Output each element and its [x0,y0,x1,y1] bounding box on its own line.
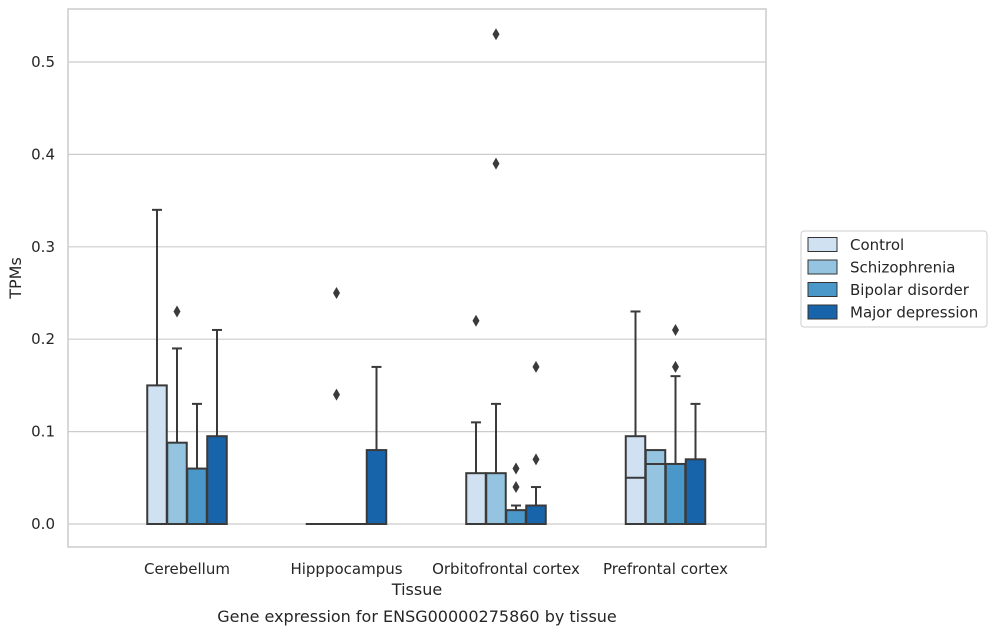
box-bipolar-disorder [664,323,687,526]
outlier-point [672,323,679,336]
chart-title: Gene expression for ENSG00000275860 by t… [217,607,617,626]
box-control [146,208,168,525]
y-axis-label: TPMs [6,257,25,300]
box-bipolar-disorder [186,402,208,525]
outlier-point [532,453,540,466]
box-body [684,458,707,526]
box-body [525,504,547,525]
outlier-point [512,481,520,494]
y-tick-label: 0.4 [31,145,55,163]
legend: Control Schizophrenia Bipolar disorder Majo… [800,230,988,328]
x-tick-label: Hipppocampus [290,560,402,578]
box-body [365,449,388,525]
outlier-point [672,360,679,373]
box-major-depression [525,360,547,525]
outlier-point [333,388,340,401]
box-series [146,28,707,526]
x-tick-label: Orbitofrontal cortex [432,560,580,578]
y-tick-label: 0.2 [31,330,55,348]
outlier-point [532,360,540,373]
legend-label: Bipolar disorder [850,281,970,299]
box-body [186,467,208,525]
box-body [146,384,168,525]
box-major-depression [684,402,707,526]
outlier-point [492,157,500,170]
x-axis-label: Tissue [391,580,442,599]
legend-frame [800,230,988,328]
box-body [664,462,687,526]
legend-swatch [807,282,838,297]
outlier-point [512,462,520,475]
box-schizophrenia [166,305,188,525]
legend-label: Control [850,236,904,254]
outlier-point [472,314,480,327]
x-tick-label: Cerebellum [144,560,230,578]
legend-label: Schizophrenia [850,259,955,277]
box-body [166,441,188,525]
y-tick-label: 0.1 [31,423,55,441]
box-body [505,509,527,526]
y-tick-label: 0.5 [31,53,55,71]
box-body [465,472,487,525]
y-axis-ticks: 0.0 0.1 0.2 0.3 0.4 0.5 [31,53,55,533]
legend-swatch [807,304,838,320]
box-body [206,435,228,525]
box-body [485,472,507,525]
legend-swatch [807,237,838,252]
box-schizophrenia [485,28,507,525]
box-schizophrenia [325,287,348,526]
box-body [624,435,647,525]
outlier-point [173,305,181,318]
x-tick-label: Prefrontal cortex [603,560,728,578]
box-major-depression [206,328,228,525]
y-tick-label: 0.0 [31,515,55,533]
y-tick-label: 0.3 [31,238,55,256]
legend-label: Major depression [850,304,978,322]
x-axis-ticks: Cerebellum Hipppocampus Orbitofrontal cort… [144,560,728,578]
box-schizophrenia [644,449,667,525]
outlier-point [492,28,500,41]
box-body [644,449,667,525]
plot-frame [67,8,767,548]
box-major-depression [365,365,388,525]
outlier-point [333,287,340,299]
legend-swatch [807,259,838,275]
